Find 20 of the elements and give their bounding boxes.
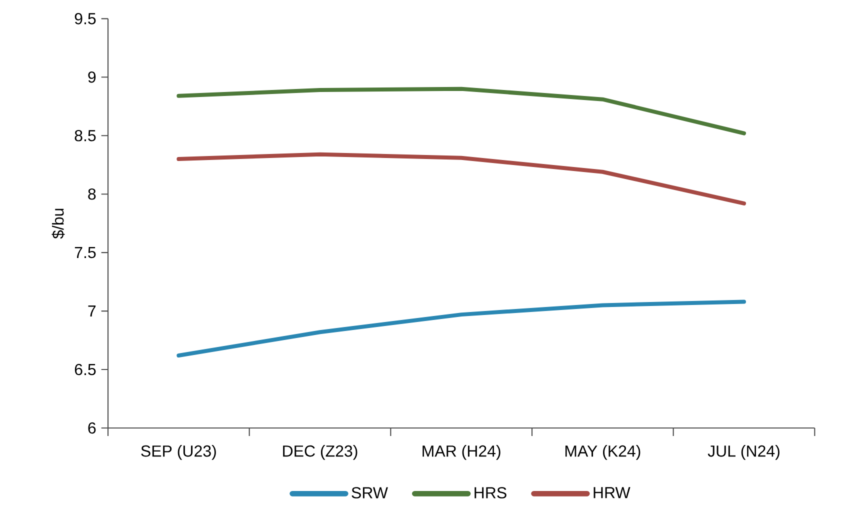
y-tick-label: 6.5 [74,364,96,376]
x-tick-label: MAR (H24) [422,444,500,460]
line-series [176,86,746,136]
x-tick-label: JUL (N24) [708,444,780,460]
y-tick-label: 8.5 [74,130,96,142]
y-tick-label: 7 [88,306,96,317]
y-tick-label: 7.5 [74,247,96,258]
y-tick-label: 9 [88,71,96,83]
y-tick-label: 6 [88,422,96,434]
y-axis-title: $/bu [52,208,65,239]
x-tick-label: MAY (K24) [565,444,640,460]
y-tick-label: 8 [88,188,96,200]
legend-label: HRS [474,487,506,498]
x-tick-label: DEC (Z23) [283,444,358,460]
line-series [176,300,746,358]
y-tick-label: 9.5 [74,13,96,24]
legend-label: HRW [594,487,630,498]
legend-label: SRW [352,487,388,498]
x-tick-label: SEP (U23) [141,444,216,460]
line-series [176,152,746,206]
